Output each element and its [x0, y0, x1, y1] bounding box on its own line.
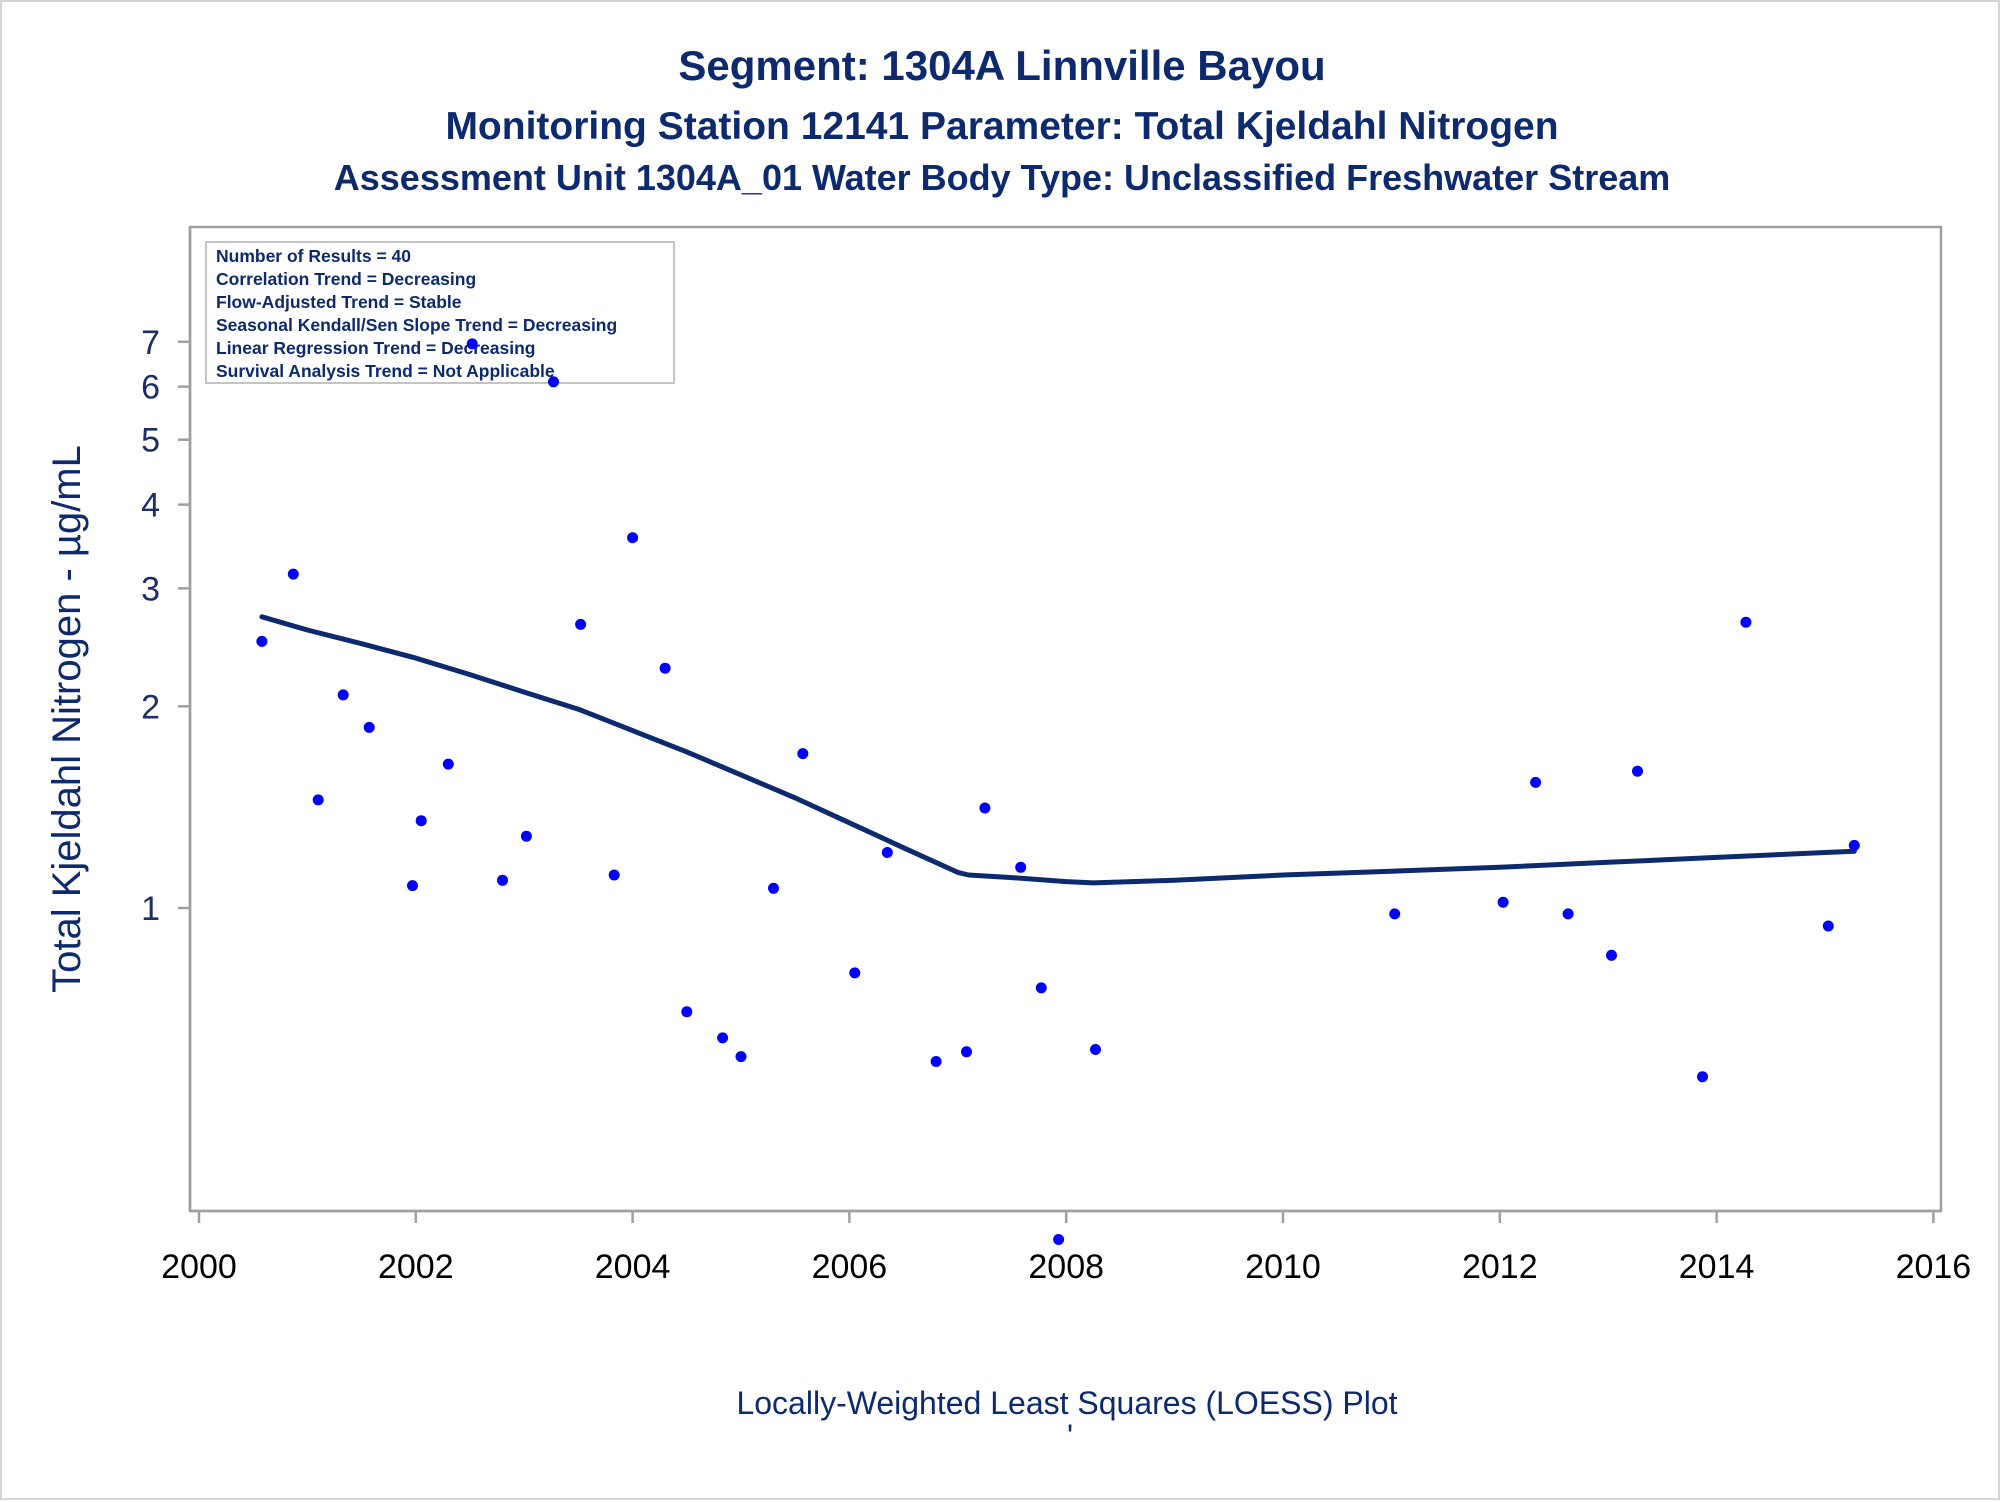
data-point	[1740, 616, 1752, 628]
data-point	[520, 830, 532, 842]
x-tick-label: 2004	[595, 1248, 671, 1286]
data-point	[849, 967, 861, 979]
y-tick-label: 5	[141, 422, 160, 460]
data-point	[575, 618, 587, 630]
data-point	[497, 874, 508, 886]
y-axis: 1 2 3 4 5 6 7	[141, 227, 192, 1211]
data-point	[1389, 908, 1401, 920]
data-point	[415, 815, 427, 827]
loess-line	[259, 614, 1857, 886]
stats-survival-analysis-trend: Survival Analysis Trend = Not Applicable	[216, 361, 555, 381]
data-point	[608, 869, 620, 881]
chart-title: Segment: 1304A Linnville Bayou	[678, 42, 1325, 89]
points-layer	[256, 338, 1860, 1245]
chart-subtitle-2: Assessment Unit 1304A_01 Water Body Type…	[334, 157, 1671, 198]
data-point	[961, 1046, 972, 1058]
data-point	[1697, 1071, 1708, 1083]
data-point	[407, 880, 418, 892]
data-point	[659, 662, 671, 674]
footnote: Locally-Weighted Least Squares (LOESS) P…	[736, 1385, 1397, 1421]
data-point	[627, 532, 639, 544]
data-point	[1530, 776, 1542, 788]
y-tick-label: 7	[141, 324, 160, 362]
loess-layer	[259, 614, 1857, 886]
x-tick-label: 2000	[161, 1248, 237, 1286]
data-point	[442, 758, 454, 770]
data-point	[337, 689, 349, 701]
data-point	[1632, 765, 1643, 777]
data-point	[1015, 861, 1027, 873]
data-point	[1053, 1234, 1065, 1245]
data-point	[287, 568, 299, 580]
stats-linear-regression-trend: Linear Regression Trend = Decreasing	[216, 338, 536, 358]
data-point	[717, 1032, 729, 1044]
x-tick-label: 2006	[812, 1248, 888, 1286]
y-tick-label: 3	[141, 570, 160, 608]
stats-flow-adjusted-trend: Flow-Adjusted Trend = Stable	[216, 292, 462, 312]
data-point	[1848, 839, 1860, 851]
y-axis-label: Total Kjeldahl Nitrogen - µg/mL	[45, 445, 89, 993]
data-point	[1562, 908, 1574, 920]
x-axis: 2000 2002 2004 2006 2008 2010 2012 2014 2016	[161, 1209, 1972, 1286]
footnote-mark: '	[1067, 1418, 1073, 1454]
x-tick-label: 2014	[1679, 1248, 1755, 1286]
data-point	[1090, 1044, 1101, 1055]
x-tick-label: 2010	[1245, 1248, 1321, 1286]
data-point	[681, 1006, 693, 1018]
x-tick-label: 2008	[1028, 1248, 1104, 1286]
data-point	[979, 802, 991, 814]
stats-number-of-results: Number of Results = 40	[216, 246, 411, 266]
y-tick-label: 6	[141, 369, 160, 407]
data-point	[548, 376, 559, 388]
stats-seasonal-kendall-trend: Seasonal Kendall/Sen Slope Trend = Decre…	[216, 315, 617, 335]
data-point	[881, 847, 893, 858]
y-tick-label: 1	[141, 890, 160, 928]
x-tick-label: 2012	[1462, 1248, 1538, 1286]
data-point	[312, 794, 324, 806]
data-point	[797, 748, 809, 760]
stats-box-border	[205, 241, 675, 384]
data-point	[1497, 896, 1509, 908]
data-point	[1035, 982, 1047, 994]
data-point	[1606, 949, 1617, 961]
stats-legend-box: Number of Results = 40 Correlation Trend…	[205, 241, 675, 384]
y-tick-label: 2	[141, 688, 160, 726]
x-tick-label: 2016	[1896, 1248, 1972, 1286]
data-point	[363, 721, 375, 733]
x-tick-label: 2002	[378, 1248, 454, 1286]
stats-correlation-trend: Correlation Trend = Decreasing	[216, 269, 476, 289]
data-point	[768, 882, 779, 894]
data-point	[1822, 920, 1834, 932]
y-tick-label: 4	[141, 487, 160, 525]
data-point	[735, 1051, 747, 1063]
data-point	[466, 338, 478, 350]
data-point	[256, 635, 268, 647]
data-point	[930, 1056, 942, 1067]
chart-subtitle: Monitoring Station 12141 Parameter: Tota…	[445, 105, 1558, 148]
